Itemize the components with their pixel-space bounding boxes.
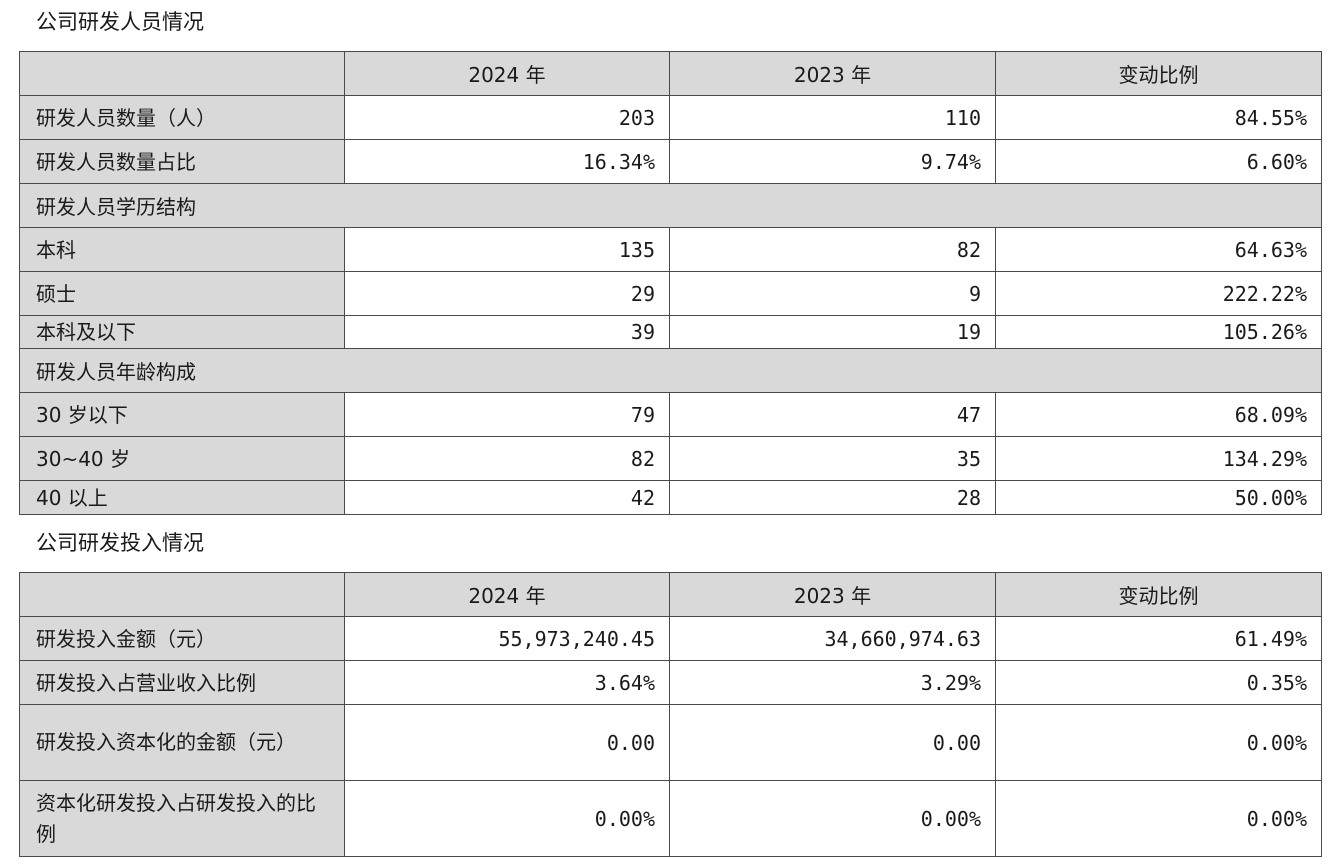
header-cell-change: 变动比例 [995,572,1322,617]
header-cell-2024: 2024 年 [344,572,670,617]
value-2023: 82 [669,227,996,272]
staff-table: 2024 年 2023 年 变动比例 研发人员数量（人） 203 110 84.… [19,51,1322,515]
value-2024: 79 [344,392,670,437]
value-2023: 47 [669,392,996,437]
value-2024: 39 [344,315,670,349]
header-cell-2023: 2023 年 [669,572,996,617]
value-2024: 55,973,240.45 [344,616,670,661]
row-label: 硕士 [19,271,345,316]
group-label: 研发人员年龄构成 [19,348,1322,393]
value-change: 61.49% [995,616,1322,661]
value-2023: 35 [669,436,996,481]
table-row: 本科 135 82 64.63% [19,227,1322,272]
value-change: 50.00% [995,480,1322,515]
value-change: 105.26% [995,315,1322,349]
table-row: 30~40 岁 82 35 134.29% [19,436,1322,481]
row-label: 资本化研发投入占研发投入的比例 [19,780,345,857]
table-row: 资本化研发投入占研发投入的比例 0.00% 0.00% 0.00% [19,780,1322,857]
value-change: 68.09% [995,392,1322,437]
table-row: 研发投入资本化的金额（元） 0.00 0.00 0.00% [19,704,1322,781]
value-2023: 9.74% [669,139,996,184]
row-label: 本科及以下 [19,315,345,349]
investment-table: 2024 年 2023 年 变动比例 研发投入金额（元） 55,973,240.… [19,572,1322,857]
value-2024: 135 [344,227,670,272]
value-change: 0.00% [995,704,1322,781]
value-2023: 110 [669,95,996,140]
value-2024: 29 [344,271,670,316]
value-change: 84.55% [995,95,1322,140]
table-row: 研发人员数量占比 16.34% 9.74% 6.60% [19,139,1322,184]
row-label: 30~40 岁 [19,436,345,481]
group-row: 研发人员学历结构 [19,183,1322,228]
value-2023: 34,660,974.63 [669,616,996,661]
header-cell-change: 变动比例 [995,51,1322,96]
table-row: 研发人员数量（人） 203 110 84.55% [19,95,1322,140]
header-cell-blank [19,51,345,96]
row-label: 研发人员数量（人） [19,95,345,140]
row-label: 研发投入金额（元） [19,616,345,661]
group-label: 研发人员学历结构 [19,183,1322,228]
header-cell-2024: 2024 年 [344,51,670,96]
value-2023: 0.00 [669,704,996,781]
value-2024: 82 [344,436,670,481]
header-cell-blank [19,572,345,617]
value-2024: 0.00 [344,704,670,781]
value-2023: 0.00% [669,780,996,857]
value-2024: 16.34% [344,139,670,184]
value-change: 6.60% [995,139,1322,184]
value-2024: 42 [344,480,670,515]
value-change: 222.22% [995,271,1322,316]
value-change: 0.00% [995,780,1322,857]
value-2024: 203 [344,95,670,140]
value-2024: 0.00% [344,780,670,857]
table-header-row: 2024 年 2023 年 变动比例 [19,572,1322,617]
investment-section-title: 公司研发投入情况 [36,531,204,555]
row-label: 40 以上 [19,480,345,515]
value-2023: 3.29% [669,660,996,705]
table-row: 40 以上 42 28 50.00% [19,480,1322,515]
value-change: 0.35% [995,660,1322,705]
value-change: 134.29% [995,436,1322,481]
header-cell-2023: 2023 年 [669,51,996,96]
value-2023: 9 [669,271,996,316]
row-label: 研发投入资本化的金额（元） [19,704,345,781]
row-label: 30 岁以下 [19,392,345,437]
table-row: 研发投入金额（元） 55,973,240.45 34,660,974.63 61… [19,616,1322,661]
row-label: 研发人员数量占比 [19,139,345,184]
value-change: 64.63% [995,227,1322,272]
group-row: 研发人员年龄构成 [19,348,1322,393]
table-header-row: 2024 年 2023 年 变动比例 [19,51,1322,96]
value-2024: 3.64% [344,660,670,705]
table-row: 30 岁以下 79 47 68.09% [19,392,1322,437]
value-2023: 28 [669,480,996,515]
row-label: 本科 [19,227,345,272]
table-row: 硕士 29 9 222.22% [19,271,1322,316]
table-row: 本科及以下 39 19 105.26% [19,315,1322,349]
staff-section-title: 公司研发人员情况 [36,10,204,34]
table-row: 研发投入占营业收入比例 3.64% 3.29% 0.35% [19,660,1322,705]
value-2023: 19 [669,315,996,349]
row-label: 研发投入占营业收入比例 [19,660,345,705]
